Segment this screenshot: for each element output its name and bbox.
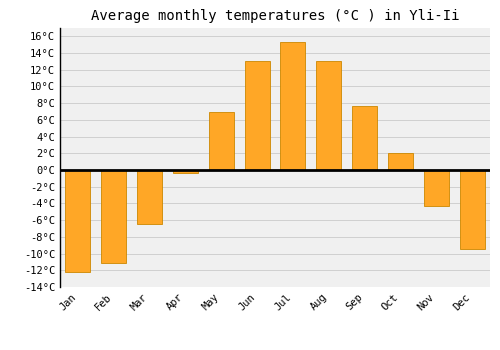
Bar xyxy=(316,61,342,170)
Title: Average monthly temperatures (°C ) in Yli-Ii: Average monthly temperatures (°C ) in Yl… xyxy=(91,9,459,23)
Bar xyxy=(280,42,305,170)
Bar xyxy=(352,106,377,170)
Bar xyxy=(244,61,270,170)
Bar xyxy=(66,170,90,272)
Bar xyxy=(424,170,449,206)
Bar xyxy=(137,170,162,224)
Bar xyxy=(173,170,198,173)
Bar xyxy=(460,170,484,250)
Bar xyxy=(101,170,126,263)
Bar xyxy=(388,153,413,170)
Bar xyxy=(208,112,234,170)
